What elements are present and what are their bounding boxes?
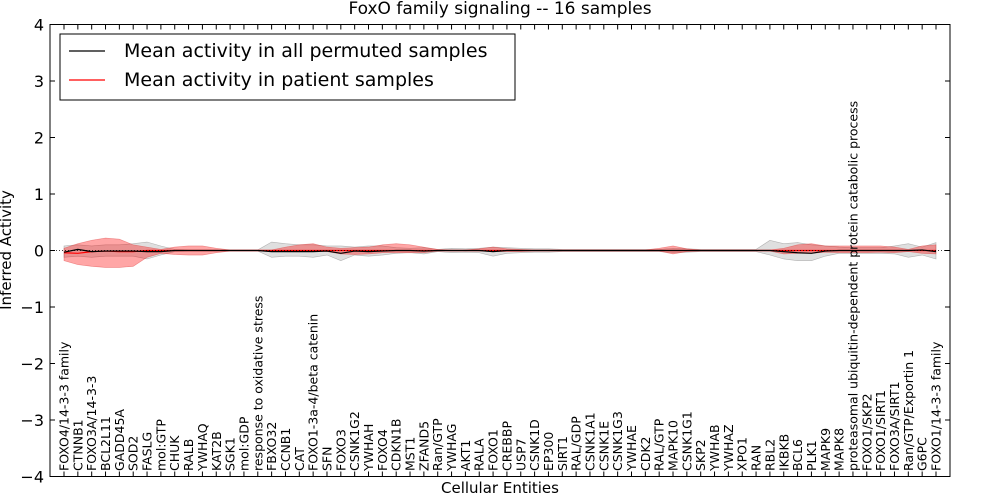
x-tick-label: response to oxidative stress (250, 296, 265, 471)
x-tick-label: FOXO1/SKP2 (859, 393, 874, 471)
x-tick-label: SOD2 (126, 436, 141, 471)
x-tick-label: FBXO32 (264, 422, 279, 471)
y-tick-label: −4 (20, 468, 44, 487)
x-tick-label: FOXO3 (333, 429, 348, 471)
x-tick-label: YWHAZ (721, 424, 736, 472)
x-tick-label: RAN (749, 445, 764, 471)
x-tick-label: mol:GTP (153, 419, 168, 471)
x-tick-label: XPO1 (735, 437, 750, 471)
x-tick-label: IKBKB (776, 434, 791, 471)
x-tick-label: Ran/GTP (430, 418, 445, 471)
legend: Mean activity in all permuted samples Me… (59, 33, 516, 101)
x-tick-label: RALA (472, 438, 487, 471)
x-tick-label: CSNK1G2 (347, 411, 362, 471)
x-tick-label: MAPK10 (666, 420, 681, 471)
x-tick-label: CSNK1G1 (679, 411, 694, 471)
legend-box (59, 33, 516, 101)
x-tick-label: SKP2 (693, 439, 708, 471)
x-tick-label: SFN (319, 447, 334, 471)
x-tick-label: SIRT1 (555, 436, 570, 471)
x-tick-label: EP300 (541, 432, 556, 471)
x-tick-label: SGK1 (223, 437, 238, 471)
x-tick-label: FOXO4/14-3-3 family (57, 341, 72, 471)
x-tick-label: YWHAH (361, 424, 376, 472)
x-tick-label: AKT1 (458, 440, 473, 471)
x-tick-label: FOXO1/14-3-3 family (929, 341, 944, 471)
band-patient (63, 237, 937, 268)
x-tick-label: USP7 (513, 438, 528, 471)
x-tick-label: ZFAND5 (416, 421, 431, 471)
x-tick-label: MAPK8 (832, 428, 847, 471)
x-tick-label: GADD45A (112, 409, 127, 471)
x-tick-label: CSNK1G3 (610, 411, 625, 471)
mean-lines (50, 248, 950, 254)
x-tick-label: YWHAE (624, 425, 639, 472)
x-tick-label: CREBBP (499, 421, 514, 471)
y-tick-label: −3 (20, 411, 44, 430)
x-tick-label: FOXO4 (375, 429, 390, 471)
y-axis-label: Inferred Activity (0, 190, 15, 310)
x-tick-label: BCL2L11 (98, 416, 113, 471)
x-tick-label: CSNK1D (527, 419, 542, 471)
y-tick-label: 0 (34, 242, 44, 261)
x-tick-label: RALB (181, 439, 196, 471)
x-tick-label: CDK2 (638, 436, 653, 471)
x-tick-label: FOXO3A/SIRT1 (887, 381, 902, 471)
x-tick-label: mol:GDP (236, 416, 251, 471)
x-axis-ticks (63, 24, 937, 477)
plot-frame (49, 24, 951, 477)
x-tick-label: CSNK1E (596, 421, 611, 471)
x-tick-label: CCNB1 (278, 428, 293, 471)
x-tick-label: RAL/GTP (652, 418, 667, 471)
x-tick-label: proteasomal ubiquitin-dependent protein … (845, 101, 860, 471)
x-tick-labels: FOXO4/14-3-3 familyCTNNB1FOXO3A/14-3-3BC… (57, 101, 944, 472)
x-tick-label: FOXO3A/14-3-3 (84, 376, 99, 471)
chart-title: FoxO family signaling -- 16 samples (348, 0, 651, 19)
y-axis-ticks: −4 −3 −2 −1 0 1 2 3 4 (20, 16, 950, 487)
x-tick-label: RAL/GDP (569, 416, 584, 471)
x-tick-label: CHUK (167, 435, 182, 471)
x-tick-label: G6PC (915, 437, 930, 471)
x-tick-label: CTNNB1 (70, 419, 85, 471)
x-tick-label: Ran/GTP/Exportin 1 (901, 350, 916, 471)
x-tick-label: YWHAG (444, 424, 459, 472)
y-tick-label: −1 (20, 298, 44, 317)
y-tick-label: −2 (20, 355, 44, 374)
x-tick-label: MST1 (403, 437, 418, 471)
y-tick-label: 2 (34, 129, 44, 148)
x-tick-label: CDKN1B (389, 419, 404, 471)
legend-label-patient: Mean activity in patient samples (124, 69, 434, 91)
y-tick-label: 1 (34, 185, 44, 204)
x-tick-label: RBL2 (762, 439, 777, 471)
x-tick-label: CSNK1A1 (582, 412, 597, 471)
x-axis-label: Cellular Entities (441, 479, 559, 497)
x-tick-label: FASLG (140, 432, 155, 471)
legend-label-permuted: Mean activity in all permuted samples (124, 40, 487, 62)
x-tick-label: MAPK9 (818, 428, 833, 471)
x-tick-label: YWHAQ (195, 423, 210, 472)
x-tick-label: BCL6 (790, 439, 805, 471)
x-tick-label: FOXO1/SIRT1 (873, 390, 888, 471)
x-tick-label: YWHAB (707, 424, 722, 472)
x-tick-label: CAT (292, 447, 307, 471)
y-tick-label: 3 (34, 72, 44, 91)
x-tick-label: FOXO1-3a-4/beta catenin (306, 314, 321, 471)
x-tick-label: FOXO1 (486, 429, 501, 471)
x-tick-label: PLK1 (804, 440, 819, 471)
y-tick-label: 4 (34, 16, 44, 35)
x-tick-label: KAT2B (209, 431, 224, 471)
